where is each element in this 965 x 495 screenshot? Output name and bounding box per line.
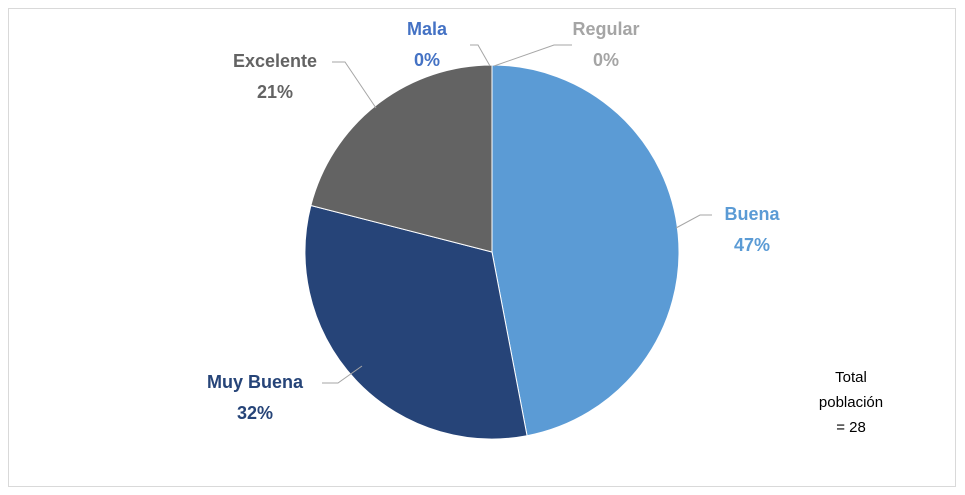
- value-label: 21%: [257, 82, 293, 102]
- annotation: población: [819, 394, 883, 411]
- leader-line: [470, 44, 491, 67]
- pie-slice: [491, 64, 680, 437]
- slice-label: Buena: [724, 204, 780, 224]
- annotation: = 28: [836, 419, 866, 436]
- leader-line: [493, 44, 572, 67]
- value-label: 47%: [734, 235, 770, 255]
- leader-line: [332, 61, 377, 109]
- slice-label: Excelente: [233, 51, 317, 71]
- annotation: Total: [835, 369, 867, 386]
- value-label: 32%: [237, 403, 273, 423]
- slice-label: Regular: [572, 19, 639, 39]
- pie-slice: [310, 64, 493, 253]
- value-label: 0%: [593, 50, 619, 70]
- leader-line: [675, 214, 712, 229]
- slice-label: Mala: [407, 19, 448, 39]
- slice-label: Muy Buena: [207, 372, 304, 392]
- value-label: 0%: [414, 50, 440, 70]
- leader-line: [322, 365, 363, 384]
- pie-slice: [304, 204, 528, 440]
